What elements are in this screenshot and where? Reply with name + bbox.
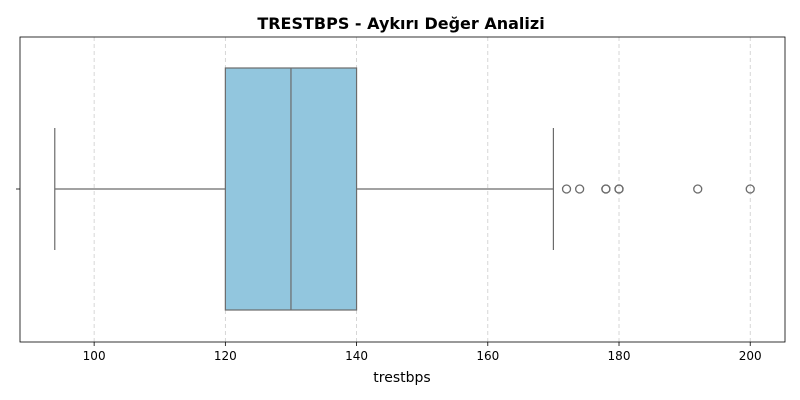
- box-plot: [54, 67, 755, 311]
- x-tick-label-140: 140: [345, 349, 368, 363]
- x-tick-label-120: 120: [214, 349, 237, 363]
- x-tick-label-180: 180: [608, 349, 631, 363]
- x-axis: 100 120 140 160 180 200: [16, 188, 762, 363]
- outlier-point-3: [601, 184, 611, 194]
- outlier-point-1: [574, 184, 585, 194]
- x-axis-label: trestbps: [373, 370, 430, 386]
- outlier-point-5: [614, 184, 624, 194]
- x-tick-label-160: 160: [476, 349, 499, 363]
- outlier-point-0: [561, 184, 572, 194]
- plot-area-frame: [19, 36, 786, 343]
- outlier-point-6: [693, 184, 703, 194]
- outlier-point-7: [745, 184, 755, 194]
- x-tick-label-100: 100: [83, 349, 106, 363]
- chart-title: TRESTBPS - Aykırı Değer Analizi: [257, 14, 544, 33]
- x-tick-label-200: 200: [739, 349, 762, 363]
